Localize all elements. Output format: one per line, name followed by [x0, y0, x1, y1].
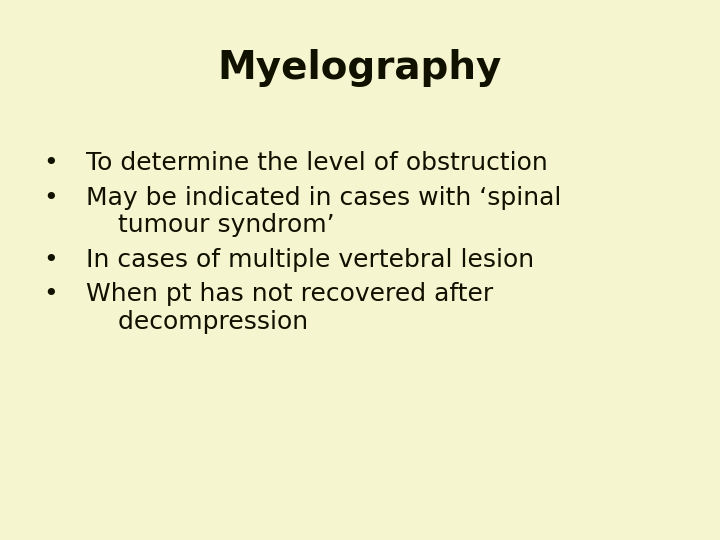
- Text: •: •: [43, 151, 58, 175]
- Text: decompression: decompression: [86, 310, 309, 334]
- Text: In cases of multiple vertebral lesion: In cases of multiple vertebral lesion: [86, 248, 534, 272]
- Text: •: •: [43, 186, 58, 210]
- Text: May be indicated in cases with ‘spinal: May be indicated in cases with ‘spinal: [86, 186, 562, 210]
- Text: •: •: [43, 282, 58, 306]
- Text: tumour syndrom’: tumour syndrom’: [86, 213, 335, 238]
- Text: Myelography: Myelography: [218, 49, 502, 86]
- Text: To determine the level of obstruction: To determine the level of obstruction: [86, 151, 548, 175]
- Text: •: •: [43, 248, 58, 272]
- Text: When pt has not recovered after: When pt has not recovered after: [86, 282, 494, 306]
